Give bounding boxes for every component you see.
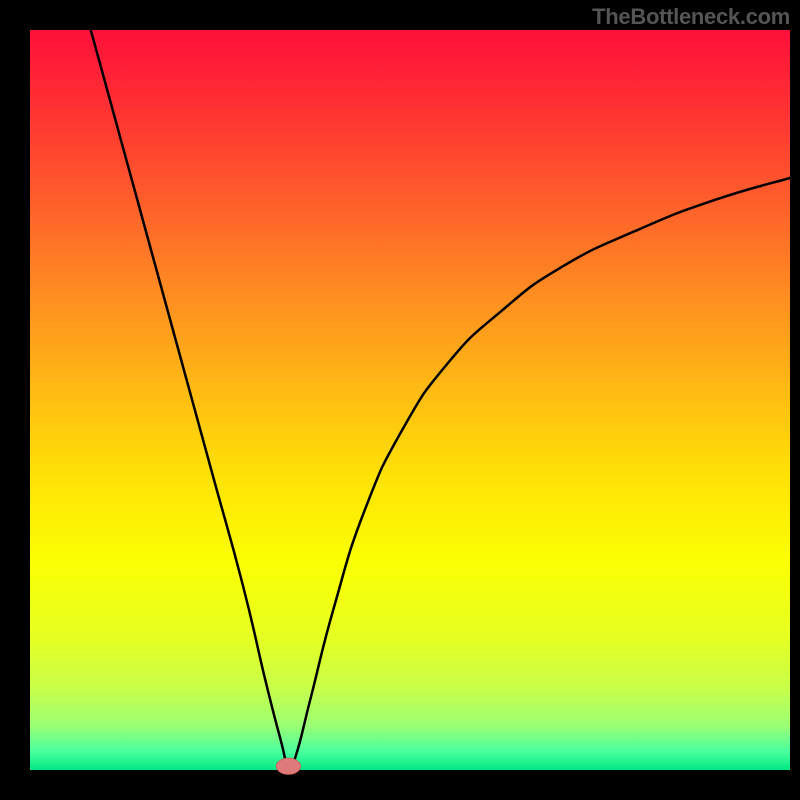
watermark-text: TheBottleneck.com	[592, 4, 790, 30]
chart-container: TheBottleneck.com	[0, 0, 800, 800]
minimum-marker	[276, 758, 300, 774]
bottleneck-chart	[0, 0, 800, 800]
plot-background	[30, 30, 790, 770]
